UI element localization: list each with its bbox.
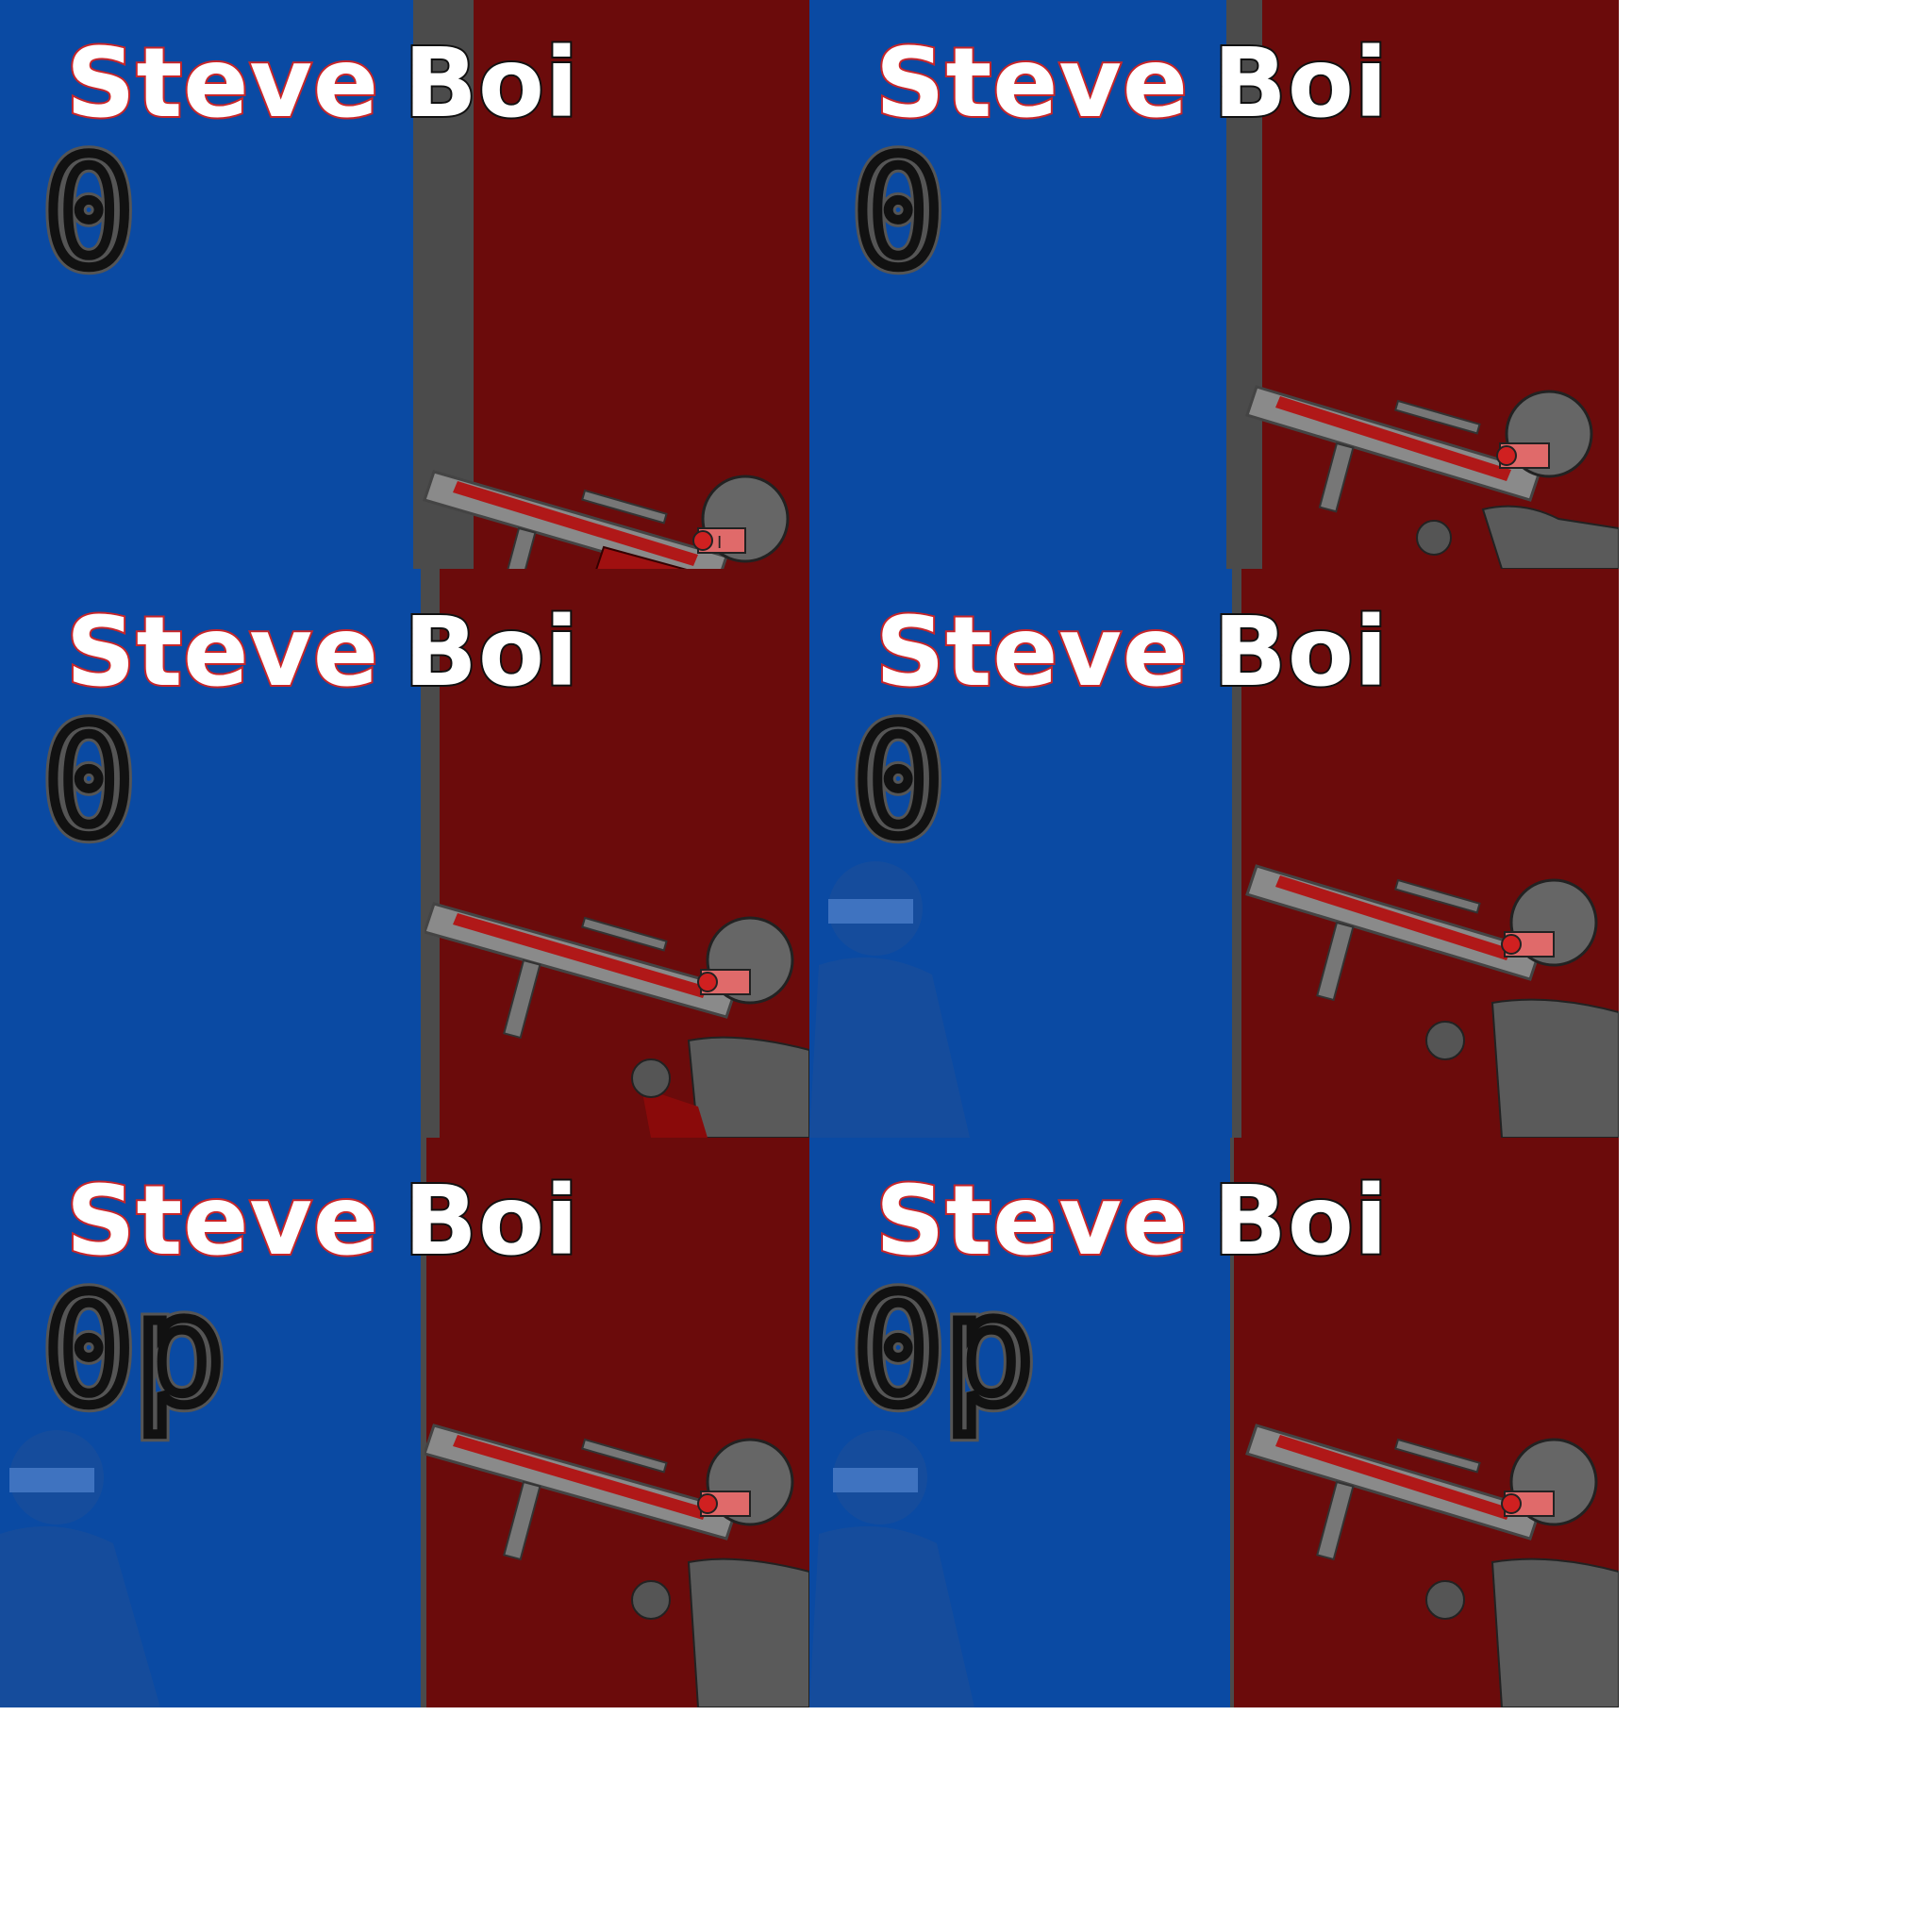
red-team-panel: [474, 0, 809, 569]
frame-divider: [1232, 569, 1241, 1138]
score-shadow: 0: [845, 693, 951, 870]
blue-soldier-silhouette-icon: [0, 1430, 160, 1707]
score-shadow: 0: [36, 125, 142, 301]
title-banner: Steve Boi: [64, 603, 580, 703]
rocket-soldier-icon: [425, 1424, 809, 1707]
title-word-1: Steve: [64, 596, 380, 708]
title-word-2: Boi: [402, 27, 580, 140]
title-banner: Steve Boi: [64, 34, 580, 134]
frame-5: Steve Boi 0p 0p: [0, 1138, 809, 1707]
frame-divider: [421, 569, 440, 1138]
score-counter: 0p: [39, 1262, 230, 1439]
blue-soldier-silhouette-icon: [809, 1430, 974, 1707]
title-word-2: Boi: [1211, 596, 1390, 708]
frame-divider: [1226, 0, 1262, 569]
rocket-soldier-icon: [425, 902, 809, 1138]
title-banner: Steve Boi: [64, 1172, 580, 1272]
title-word-2: Boi: [1211, 1165, 1390, 1277]
rocket-soldier-icon: [1245, 385, 1619, 569]
svg-text:I: I: [717, 533, 722, 553]
score-counter: 0p: [848, 1262, 1040, 1439]
sprite-sheet: I Steve Boi 0 0 Steve Boi 0 0: [0, 0, 1619, 1707]
score-shadow: 0: [36, 693, 142, 870]
rocket-soldier-icon: [1245, 864, 1619, 1138]
frame-2: Steve Boi 0 0: [809, 0, 1619, 569]
frame-4: Steve Boi 0 0: [809, 569, 1619, 1138]
score-counter: 0: [39, 693, 139, 870]
title-word-1: Steve: [874, 27, 1190, 140]
title-word-2: Boi: [402, 1165, 580, 1277]
title-word-1: Steve: [874, 1165, 1190, 1277]
rocket-soldier-icon: I: [423, 470, 790, 569]
frame-3: Steve Boi 0 0: [0, 569, 809, 1138]
score-shadow: 0p: [36, 1262, 233, 1439]
title-banner: Steve Boi: [874, 1172, 1390, 1272]
frame-6: Steve Boi 0p 0p: [809, 1138, 1619, 1707]
title-banner: Steve Boi: [874, 603, 1390, 703]
title-banner: Steve Boi: [874, 34, 1390, 134]
score-shadow: 0p: [845, 1262, 1042, 1439]
score-counter: 0: [848, 125, 948, 301]
title-word-1: Steve: [64, 1165, 380, 1277]
title-word-2: Boi: [402, 596, 580, 708]
rocket-soldier-icon: [1245, 1424, 1619, 1707]
score-counter: 0: [848, 693, 948, 870]
frame-divider: [1230, 1138, 1234, 1707]
frame-divider: [421, 1138, 426, 1707]
title-word-1: Steve: [64, 27, 380, 140]
score-shadow: 0: [845, 125, 951, 301]
blue-soldier-silhouette-icon: [809, 861, 970, 1138]
frame-1: I Steve Boi 0 0: [0, 0, 809, 569]
title-word-2: Boi: [1211, 27, 1390, 140]
score-counter: 0: [39, 125, 139, 301]
title-word-1: Steve: [874, 596, 1190, 708]
